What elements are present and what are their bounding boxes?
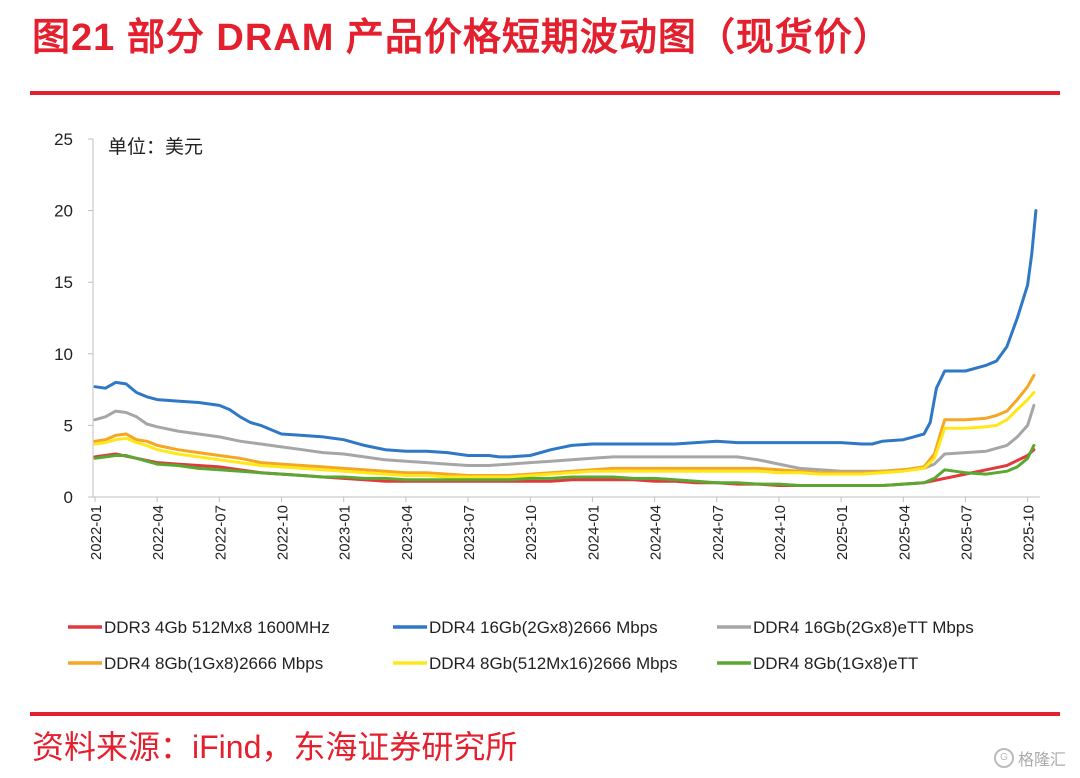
x-tick-label: 2024-01: [585, 505, 602, 560]
x-tick-label: 2022-04: [150, 505, 167, 560]
series-line: [93, 209, 1038, 459]
x-tick-label: 2022-01: [88, 505, 105, 560]
y-tick-label: 25: [54, 130, 73, 149]
x-tick-label: 2025-07: [958, 505, 975, 560]
watermark-text: 格隆汇: [1017, 752, 1066, 769]
legend-label: DDR4 16Gb(2Gx8)2666 Mbps: [429, 618, 658, 637]
series-line: [93, 443, 1036, 487]
series-line: [93, 448, 1036, 487]
y-tick-label: 5: [64, 416, 73, 435]
y-tick-label: 0: [64, 488, 73, 507]
y-tick-label: 20: [54, 202, 73, 221]
legend-label: DDR3 4Gb 512Mx8 1600MHz: [104, 618, 330, 637]
x-tick-label: 2025-01: [834, 505, 851, 560]
x-tick-label: 2024-10: [772, 505, 789, 560]
title-divider: [30, 91, 1060, 95]
watermark: G 格隆汇: [993, 746, 1066, 770]
unit-label: 单位：美元: [108, 136, 203, 158]
legend-label: DDR4 16Gb(2Gx8)eTT Mbps: [753, 618, 974, 637]
legend-label: DDR4 8Gb(1Gx8)2666 Mbps: [104, 654, 323, 673]
x-tick-label: 2022-07: [212, 505, 229, 560]
y-tick-label: 10: [54, 345, 73, 364]
line-chart: 0 5 10 15 20 25 2022-01 2022-04 2022-07 2022-10 20…: [54, 130, 1040, 673]
x-tick-label: 2025-04: [896, 505, 913, 560]
series-line: [93, 391, 1036, 479]
chart-title: 图21 部分 DRAM 产品价格短期波动图（现货价）: [32, 17, 892, 59]
x-tick-label: 2025-10: [1021, 505, 1038, 560]
x-tick-label: 2022-10: [275, 505, 292, 560]
watermark-icon: G: [993, 748, 1014, 768]
x-tick-label: 2023-01: [337, 505, 354, 560]
x-tick-label: 2024-04: [648, 505, 665, 560]
legend-label: DDR4 8Gb(512Mx16)2666 Mbps: [429, 654, 678, 673]
source-divider: [30, 712, 1060, 716]
x-tick-label: 2024-07: [710, 505, 727, 560]
x-tick-label: 2023-04: [399, 505, 416, 560]
chart-series: [93, 209, 1038, 487]
x-tick-label: 2023-07: [461, 505, 478, 560]
chart-axes: 0 5 10 15 20 25 2022-01 2022-04 2022-07 2022-10 20…: [54, 130, 1040, 560]
source-note: 资料来源：iFind，东海证券研究所: [32, 729, 518, 765]
y-tick-label: 15: [54, 273, 73, 292]
legend-label: DDR4 8Gb(1Gx8)eTT: [753, 654, 918, 673]
x-tick-label: 2023-10: [523, 505, 540, 560]
chart-legend: DDR3 4Gb 512Mx8 1600MHz DDR4 16Gb(2Gx8)26…: [68, 618, 974, 673]
